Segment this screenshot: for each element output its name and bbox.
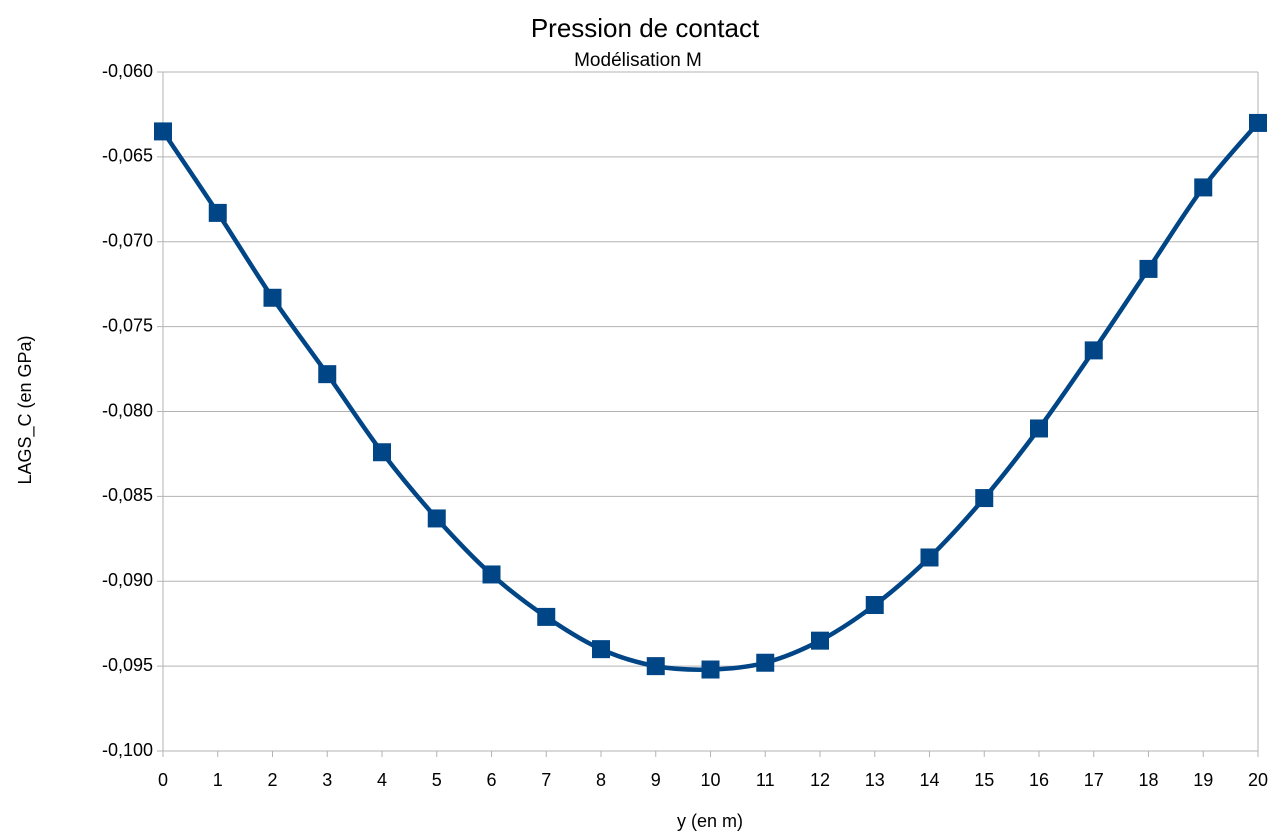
x-tick-label: 11	[756, 770, 775, 790]
y-tick-label: -0,085	[102, 485, 153, 505]
data-point	[1030, 419, 1048, 438]
data-point	[975, 489, 994, 508]
data-point	[318, 365, 337, 384]
x-tick-label: 16	[1029, 770, 1049, 790]
y-tick-label: -0,060	[102, 61, 153, 81]
data-point	[537, 607, 556, 626]
y-tick-label: -0,065	[102, 146, 153, 166]
x-tick-label: 10	[700, 770, 720, 790]
data-point	[646, 657, 665, 676]
y-tick-label: -0,095	[102, 655, 153, 675]
data-point	[154, 122, 172, 141]
y-tick-label: -0,090	[102, 570, 153, 590]
x-tick-label: 7	[541, 770, 551, 790]
data-point	[208, 203, 227, 222]
x-tick-label: 2	[267, 770, 277, 790]
chart-title: Pression de contact	[531, 13, 760, 43]
x-tick-label: 9	[651, 770, 661, 790]
x-tick-label: 20	[1248, 770, 1268, 790]
x-tick-label: 8	[596, 770, 606, 790]
x-tick-label: 18	[1138, 770, 1158, 790]
x-tick-label: 14	[919, 770, 939, 790]
data-point	[1194, 178, 1213, 197]
data-point	[427, 509, 446, 528]
series-line	[161, 121, 1260, 672]
x-tick-label: 17	[1084, 770, 1104, 790]
x-tick-label: 12	[810, 770, 830, 790]
data-point	[865, 596, 884, 615]
x-tick-label: 1	[213, 770, 223, 790]
data-point	[811, 631, 829, 650]
x-tick-label: 0	[158, 770, 168, 790]
data-point	[1139, 259, 1158, 278]
chart-subtitle: Modélisation M	[574, 50, 702, 71]
y-tick-label: -0,100	[102, 740, 153, 760]
data-point	[482, 565, 501, 584]
x-tick-label: 6	[486, 770, 496, 790]
y-axis-label: LAGS_C (en GPa)	[15, 335, 36, 484]
y-tick-label: -0,075	[102, 315, 153, 335]
data-point	[263, 288, 282, 307]
data-point	[920, 548, 939, 567]
data-point	[701, 660, 720, 679]
data-point	[373, 443, 391, 462]
data-point	[1249, 113, 1267, 132]
y-tick-label: -0,070	[102, 231, 153, 251]
data-point	[1084, 341, 1103, 360]
x-tick-label: 4	[377, 770, 387, 790]
y-tick-label: -0,080	[102, 400, 153, 420]
x-tick-label: 5	[432, 770, 442, 790]
x-tick-label: 19	[1193, 770, 1213, 790]
x-axis-label: y (en m)	[677, 811, 743, 831]
data-point	[756, 653, 775, 672]
x-tick-label: 15	[974, 770, 994, 790]
data-point	[592, 640, 610, 659]
x-tick-label: 13	[865, 770, 885, 790]
x-tick-label: 3	[322, 770, 332, 790]
